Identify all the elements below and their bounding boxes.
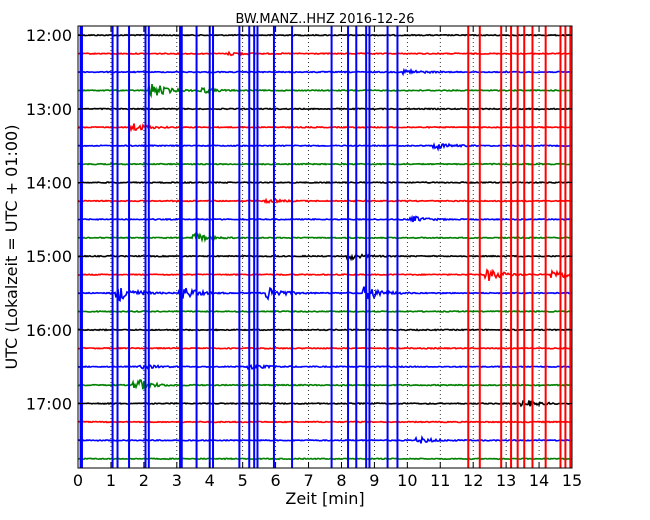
x-tick-label: 10: [397, 471, 417, 490]
x-axis-label: Zeit [min]: [285, 489, 364, 508]
trace-1445: [77, 231, 573, 243]
trace-1430: [77, 214, 573, 223]
trace-1300: [78, 107, 573, 111]
x-tick-label: 6: [271, 471, 281, 490]
trace-1745: [77, 457, 573, 461]
trace-1600: [77, 328, 573, 332]
trace-1630: [77, 363, 573, 371]
trace-1700: [77, 399, 573, 409]
trace-1530: [77, 285, 572, 303]
trace-1515: [77, 268, 573, 282]
plot-frame: [77, 25, 573, 469]
x-tick-label: 9: [369, 471, 379, 490]
trace-1730: [77, 435, 572, 444]
grid-lines: [110, 26, 540, 468]
trace-1245: [77, 83, 573, 99]
trace-1330: [77, 142, 572, 152]
x-tick-label: 7: [303, 471, 313, 490]
x-tick-label: 8: [336, 471, 346, 490]
y-tick-label: 16:00: [26, 321, 72, 340]
spikes: [79, 26, 572, 468]
trace-1715: [77, 420, 573, 424]
x-tick-label: 13: [496, 471, 516, 490]
x-tick-label: 15: [562, 471, 582, 490]
chart-title: BW.MANZ..HHZ 2016-12-26: [235, 12, 414, 27]
axis-ticks: 0 1 2 3 4 5 6 7 8 9 10 11 12 13 14 1512:0013:0014:0015:…: [26, 26, 582, 490]
trace-1545: [77, 309, 573, 313]
trace-1645: [77, 379, 573, 391]
x-tick-label: 3: [172, 471, 182, 490]
x-tick-label: 11: [430, 471, 450, 490]
x-tick-label: 4: [205, 471, 215, 490]
trace-1415: [77, 197, 572, 205]
trace-1615: [77, 346, 573, 350]
y-tick-label: 15:00: [26, 247, 72, 266]
y-tick-label: 13:00: [26, 100, 72, 119]
x-tick-label: 2: [139, 471, 149, 490]
x-tick-label: 0: [73, 471, 83, 490]
traces: [77, 33, 573, 461]
trace-1200: [77, 33, 573, 37]
trace-1215: [77, 50, 573, 57]
x-tick-label: 1: [106, 471, 116, 490]
trace-1230: [78, 67, 573, 77]
y-tick-label: 12:00: [26, 26, 72, 45]
x-tick-label: 14: [529, 471, 549, 490]
y-tick-label: 17:00: [26, 395, 72, 414]
y-tick-label: 14:00: [26, 174, 72, 193]
trace-1345: [77, 162, 573, 166]
trace-1500: [77, 253, 573, 262]
trace-1400: [77, 181, 573, 185]
x-tick-label: 5: [238, 471, 248, 490]
y-axis-label: UTC (Lokalzeit = UTC + 01:00): [2, 125, 21, 370]
x-tick-label: 12: [463, 471, 483, 490]
trace-1315: [77, 123, 573, 133]
